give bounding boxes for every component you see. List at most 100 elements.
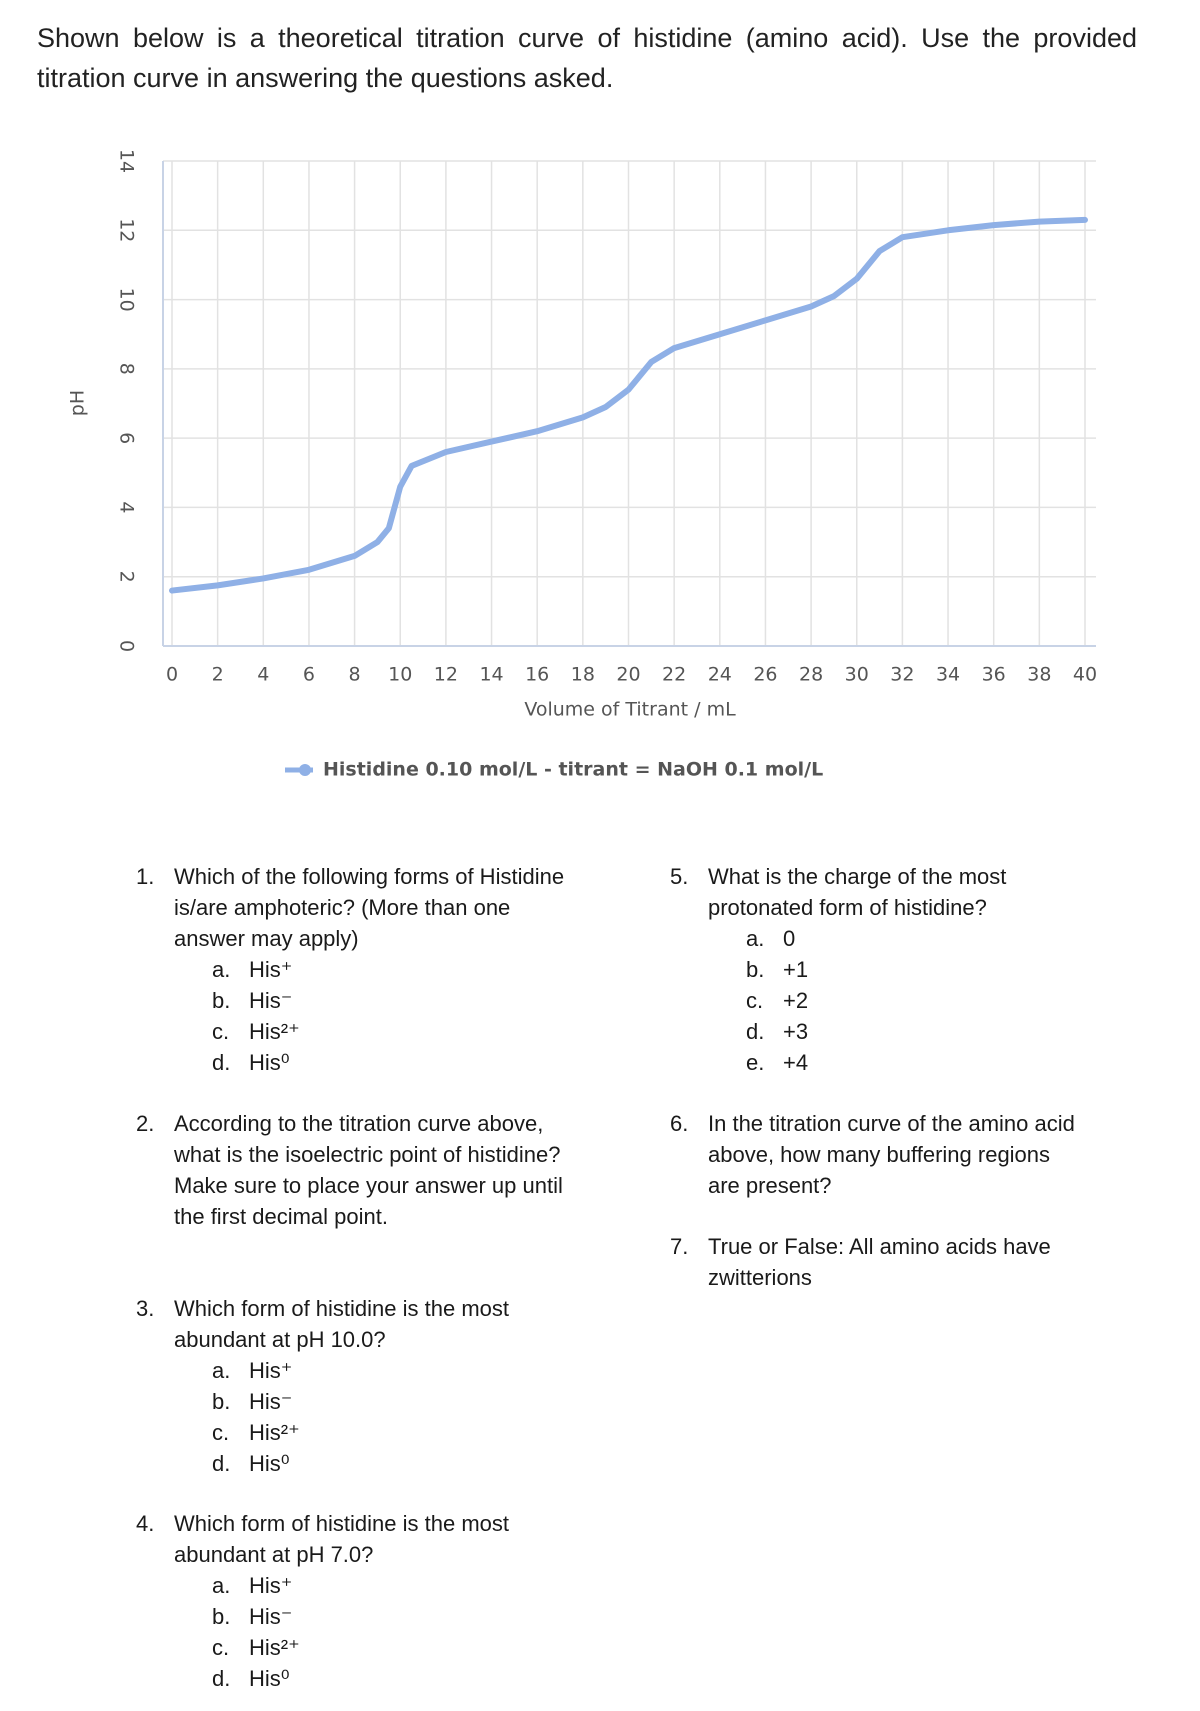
option-letter: c. — [746, 988, 764, 1013]
legend-label: Histidine 0.10 mol/L - titrant = NaOH 0.… — [323, 759, 823, 781]
option-letter: a. — [746, 926, 765, 951]
option-letter: d. — [212, 1666, 231, 1691]
intro-text: Shown below is a theoretical titration c… — [37, 23, 1137, 93]
option-text: His²⁺ — [249, 1019, 300, 1044]
x-tick-label: 32 — [890, 664, 914, 686]
option-letter: b. — [212, 1389, 231, 1414]
option-text: His⁰ — [249, 1451, 290, 1476]
option-text: His⁻ — [249, 988, 293, 1013]
x-tick-label: 34 — [936, 664, 960, 686]
question-text: Which of the following forms of Histidin… — [174, 864, 565, 951]
option-letter: b. — [746, 957, 765, 982]
option-letter: d. — [746, 1019, 765, 1044]
question: 7. True or False: All amino acids have zw… — [670, 1231, 1100, 1293]
question-text: Which form of histidine is the most abun… — [174, 1511, 510, 1567]
x-tick-label: 8 — [349, 664, 361, 686]
question-number: 6. — [670, 1111, 689, 1136]
option-text: His²⁺ — [249, 1635, 300, 1660]
option: a. 0 — [746, 923, 1080, 954]
x-tick-label: 36 — [982, 664, 1006, 686]
y-tick-label: 4 — [115, 501, 137, 513]
option: b. His⁻ — [212, 985, 566, 1016]
legend-marker — [299, 764, 311, 776]
option-text: His²⁺ — [249, 1420, 300, 1445]
question-text: According to the titration curve above, … — [174, 1111, 563, 1229]
option-letter: b. — [212, 988, 231, 1013]
question-number: 5. — [670, 864, 689, 889]
option: b. +1 — [746, 954, 1080, 985]
option-letter: a. — [212, 1573, 231, 1598]
option: c. His²⁺ — [212, 1632, 566, 1663]
option: b. His⁻ — [212, 1601, 566, 1632]
x-tick-label: 28 — [799, 664, 823, 686]
y-axis-label: pH — [67, 390, 89, 416]
x-tick-label: 10 — [388, 664, 412, 686]
option: d. +3 — [746, 1016, 1080, 1047]
x-tick-label: 4 — [257, 664, 269, 686]
option-text: +4 — [783, 1050, 809, 1075]
option-letter: e. — [746, 1050, 765, 1075]
y-tick-label: 6 — [116, 432, 138, 444]
option: c. +2 — [746, 985, 1080, 1016]
x-tick-label: 2 — [212, 664, 224, 686]
option-text: His⁻ — [249, 1604, 293, 1629]
x-axis-label: Volume of Titrant / mL — [524, 699, 736, 721]
x-tick-label: 40 — [1073, 664, 1097, 686]
y-tick-label: 8 — [116, 363, 138, 375]
option-letter: d. — [212, 1050, 231, 1075]
question-number: 2. — [136, 1111, 155, 1136]
x-tick-label: 0 — [166, 664, 178, 686]
x-tick-label: 26 — [753, 664, 777, 686]
x-tick-label: 38 — [1027, 664, 1051, 686]
y-tick-label: 12 — [116, 218, 138, 242]
option: d. His⁰ — [212, 1047, 566, 1078]
option-letter: a. — [212, 1358, 231, 1383]
question-text: What is the charge of the most protonate… — [708, 864, 1007, 920]
question-number: 4. — [136, 1511, 155, 1536]
question-text: In the titration curve of the amino acid… — [708, 1111, 1075, 1198]
x-tick-label: 30 — [845, 664, 869, 686]
question: 3. Which form of histidine is the most ab… — [136, 1293, 566, 1479]
x-tick-label: 14 — [479, 664, 503, 686]
x-tick-label: 12 — [434, 664, 458, 686]
option: b. His⁻ — [212, 1386, 566, 1417]
option-letter: b. — [212, 1604, 231, 1629]
option: c. His²⁺ — [212, 1016, 566, 1047]
x-tick-label: 24 — [708, 664, 732, 686]
option: a. His⁺ — [212, 1355, 566, 1386]
y-tick-label: 10 — [116, 287, 138, 311]
question-number: 7. — [670, 1234, 689, 1259]
option-text: +2 — [783, 988, 809, 1013]
question-text: True or False: All amino acids have zwit… — [708, 1234, 1051, 1290]
option-text: His⁺ — [249, 1573, 293, 1598]
question-text: Which form of histidine is the most abun… — [174, 1296, 510, 1352]
option: e. +4 — [746, 1047, 1080, 1078]
option-text: His⁺ — [249, 1358, 293, 1383]
option-letter: c. — [212, 1420, 230, 1445]
option-letter: d. — [212, 1451, 231, 1476]
y-tick-label: 14 — [116, 149, 138, 173]
question: 4. Which form of histidine is the most ab… — [136, 1508, 566, 1694]
x-tick-label: 22 — [662, 664, 686, 686]
question: 2. According to the titration curve above… — [136, 1108, 566, 1232]
option-text: +1 — [783, 957, 809, 982]
question: 1. Which of the following forms of Histid… — [136, 861, 566, 1078]
question-number: 1. — [136, 864, 155, 889]
option-text: His⁰ — [249, 1666, 290, 1691]
option: d. His⁰ — [212, 1663, 566, 1694]
question: 6. In the titration curve of the amino ac… — [670, 1108, 1080, 1201]
option-text: 0 — [783, 926, 796, 951]
data-line — [169, 216, 1088, 594]
option-text: His⁻ — [249, 1389, 293, 1414]
question: 5. What is the charge of the most protona… — [670, 861, 1080, 1078]
option-letter: c. — [212, 1635, 230, 1660]
question-number: 3. — [136, 1296, 155, 1321]
option-text: His⁰ — [249, 1050, 290, 1075]
y-tick-label: 2 — [116, 571, 138, 583]
y-tick-label: 0 — [116, 640, 138, 652]
option: a. His⁺ — [212, 954, 566, 985]
option-letter: c. — [212, 1019, 230, 1044]
